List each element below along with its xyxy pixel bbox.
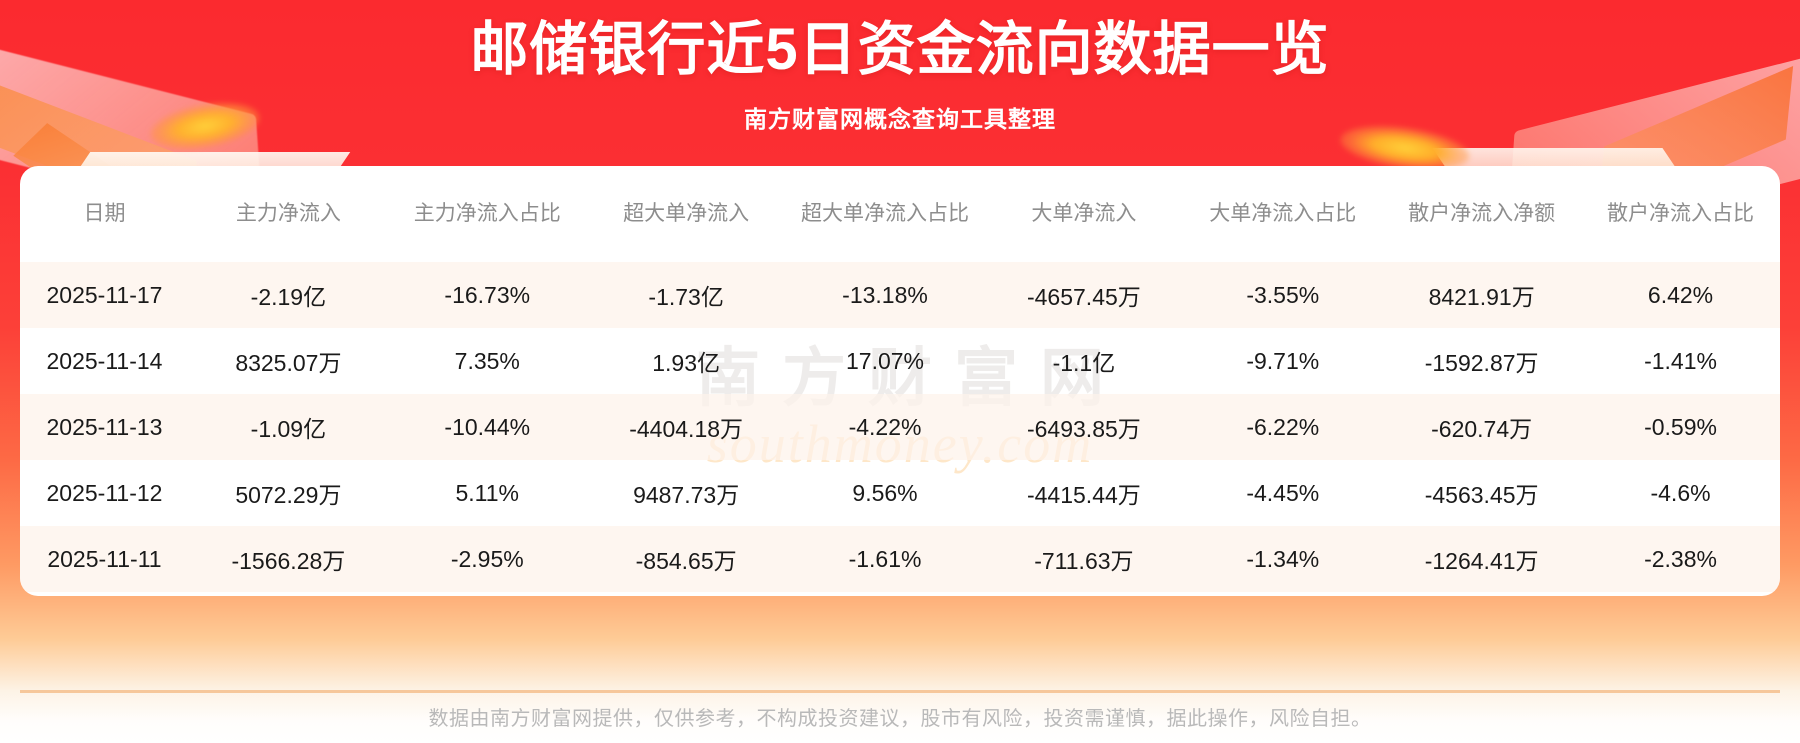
page-title: 邮储银行近5日资金流向数据一览 — [470, 17, 1330, 82]
cell-xl-net-inflow: -854.65万 — [586, 526, 786, 592]
column-header-retail-net-pct: 散户净流入占比 — [1607, 202, 1755, 226]
cell-retail-net-pct: 6.42% — [1581, 262, 1780, 328]
column-header-xl-net-inflow: 超大单净流入 — [623, 202, 750, 226]
cell-retail-net-amount: 8421.91万 — [1382, 262, 1582, 328]
data-card: 南方财富网 southmoney.com 日期 主力净流入 主力净流入占比 超大… — [20, 166, 1780, 596]
cell-large-net-inflow: -4657.45万 — [984, 262, 1184, 328]
cell-date: 2025-11-11 — [20, 526, 189, 592]
cell-xl-net-inflow-pct: -13.18% — [785, 262, 985, 328]
table-row: 2025-11-14 8325.07万 7.35% 1.93亿 17.07% -… — [20, 328, 1780, 394]
cell-date: 2025-11-17 — [20, 262, 189, 328]
cell-large-net-inflow-pct: -4.45% — [1246, 479, 1320, 506]
table-row: 2025-11-12 5072.29万 5.11% 9487.73万 9.56%… — [20, 460, 1780, 526]
fund-flow-table: 日期 主力净流入 主力净流入占比 超大单净流入 超大单净流入占比 大单净流入 大… — [20, 166, 1780, 592]
footer-divider — [20, 690, 1780, 693]
cell-xl-net-inflow: -4404.18万 — [586, 394, 786, 460]
cell-retail-net-pct: -4.6% — [1650, 479, 1711, 506]
cell-large-net-inflow: -1.1亿 — [1052, 350, 1116, 376]
cell-date: 2025-11-13 — [20, 394, 189, 460]
cell-large-net-inflow-pct: -1.34% — [1183, 526, 1383, 592]
cell-retail-net-pct: -1.41% — [1644, 347, 1717, 374]
cell-date: 2025-11-12 — [46, 479, 163, 506]
cell-date: 2025-11-14 — [46, 347, 163, 374]
cell-xl-net-inflow: 9487.73万 — [633, 482, 740, 508]
table-row: 2025-11-13 -1.09亿 -10.44% -4404.18万 -4.2… — [20, 394, 1780, 460]
cell-xl-net-inflow: -1.73亿 — [586, 262, 786, 328]
page-subtitle: 南方财富网概念查询工具整理 — [744, 106, 1056, 133]
cell-large-net-inflow: -4415.44万 — [1026, 482, 1141, 508]
cell-xl-net-inflow-pct: 17.07% — [846, 347, 925, 374]
cell-main-net-inflow-pct: -2.95% — [387, 526, 587, 592]
column-header-main-net-inflow-pct: 主力净流入占比 — [413, 202, 561, 226]
cell-main-net-inflow: -1.09亿 — [188, 394, 388, 460]
cell-main-net-inflow: -1566.28万 — [188, 526, 388, 592]
cell-xl-net-inflow-pct: -4.22% — [785, 394, 985, 460]
column-header-large-net-inflow: 大单净流入 — [1031, 202, 1137, 226]
cell-xl-net-inflow-pct: -1.61% — [785, 526, 985, 592]
cell-large-net-inflow-pct: -6.22% — [1183, 394, 1383, 460]
cell-retail-net-amount: -620.74万 — [1382, 394, 1582, 460]
column-header-date: 日期 — [83, 202, 126, 226]
cell-main-net-inflow-pct: -10.44% — [387, 394, 587, 460]
table-row: 2025-11-17 -2.19亿 -16.73% -1.73亿 -13.18%… — [20, 262, 1780, 328]
column-header-large-net-inflow-pct: 大单净流入占比 — [1209, 202, 1357, 226]
column-header-xl-net-inflow-pct: 超大单净流入占比 — [801, 202, 970, 226]
cell-retail-net-amount: -4563.45万 — [1424, 482, 1539, 508]
page-header: 邮储银行近5日资金流向数据一览 南方财富网概念查询工具整理 — [0, 0, 1800, 134]
cell-retail-net-amount: -1264.41万 — [1382, 526, 1582, 592]
cell-large-net-inflow-pct: -9.71% — [1246, 347, 1320, 374]
cell-main-net-inflow-pct: 7.35% — [454, 347, 520, 374]
column-header-retail-net-amount: 散户净流入净额 — [1408, 202, 1556, 226]
cell-retail-net-amount: -1592.87万 — [1424, 350, 1539, 376]
column-header-main-net-inflow: 主力净流入 — [235, 202, 341, 226]
table-header-row: 日期 主力净流入 主力净流入占比 超大单净流入 超大单净流入占比 大单净流入 大… — [20, 166, 1780, 262]
cell-main-net-inflow: 5072.29万 — [235, 482, 342, 508]
cell-large-net-inflow: -711.63万 — [984, 526, 1184, 592]
footer-disclaimer: 数据由南方财富网提供，仅供参考，不构成投资建议，股市有风险，投资需谨慎，据此操作… — [428, 708, 1372, 730]
cell-main-net-inflow-pct: -16.73% — [387, 262, 587, 328]
cell-retail-net-pct: -2.38% — [1581, 526, 1780, 592]
cell-xl-net-inflow-pct: 9.56% — [852, 479, 918, 506]
table-row: 2025-11-11 -1566.28万 -2.95% -854.65万 -1.… — [20, 526, 1780, 592]
cell-large-net-inflow: -6493.85万 — [984, 394, 1184, 460]
cell-main-net-inflow: -2.19亿 — [188, 262, 388, 328]
cell-retail-net-pct: -0.59% — [1581, 394, 1780, 460]
cell-xl-net-inflow: 1.93亿 — [652, 350, 721, 376]
cell-main-net-inflow-pct: 5.11% — [455, 479, 520, 506]
cell-main-net-inflow: 8325.07万 — [235, 350, 342, 376]
cell-large-net-inflow-pct: -3.55% — [1183, 262, 1383, 328]
